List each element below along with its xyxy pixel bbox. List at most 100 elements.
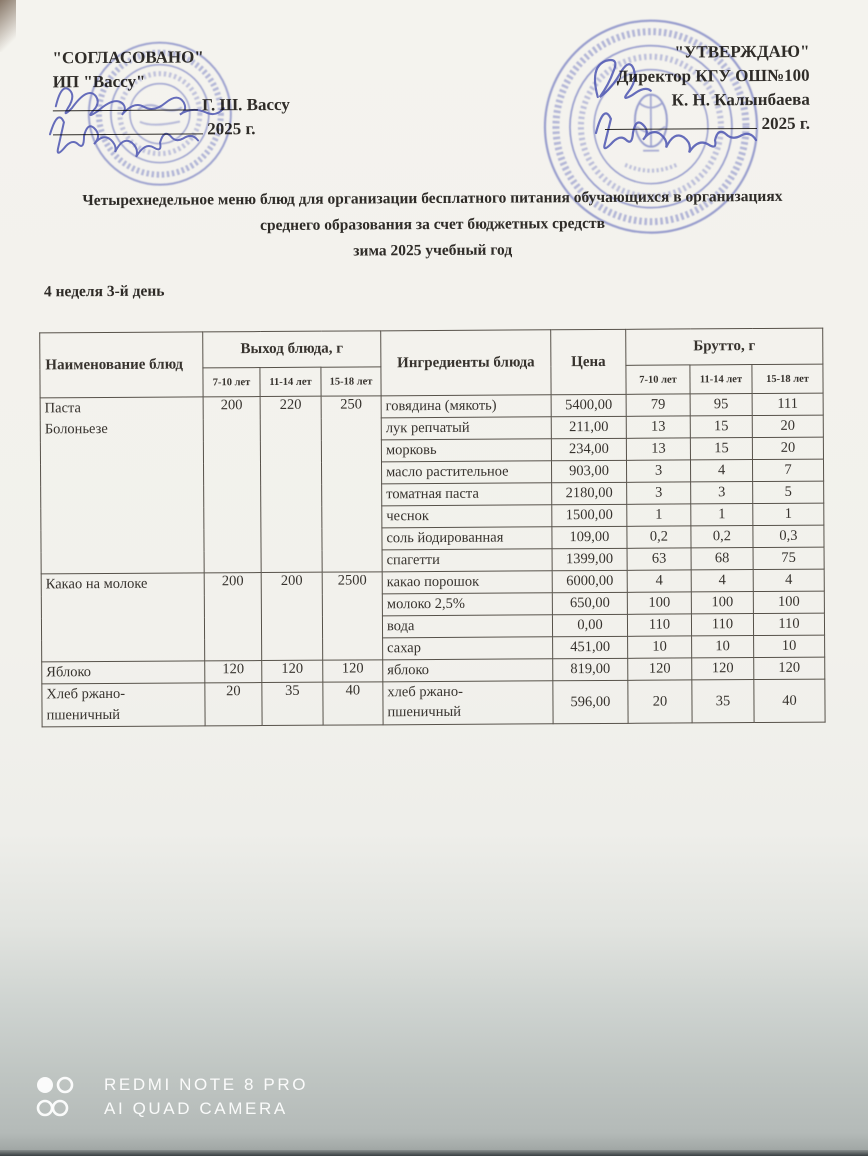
brutto-cell: 15 xyxy=(690,437,753,460)
brutto-cell: 0,2 xyxy=(690,525,754,548)
day-heading: 4 неделя 3-й день xyxy=(43,282,165,301)
brutto-cell: 10 xyxy=(753,635,825,658)
menu-table-body: Паста Болоньезе 200 220 250 говядина (мякоть… xyxy=(40,393,826,727)
age-group-output-2: 11-14 лет xyxy=(259,367,322,397)
dish-output-cell: 200 xyxy=(204,572,262,661)
brutto-cell: 75 xyxy=(753,547,825,570)
quad-camera-icon xyxy=(36,1076,74,1117)
dish-output-cell: 200 xyxy=(261,572,323,661)
approval-right-title: "УТВЕРЖДАЮ" xyxy=(674,41,810,62)
photo-bottom-edge xyxy=(0,1150,868,1156)
dish-name-cell: Паста Болоньезе xyxy=(40,396,205,574)
age-group-brutto-2: 11-14 лет xyxy=(689,364,753,394)
approval-left-org: ИП "Вассу" xyxy=(52,71,146,92)
ingredient-cell: яблоко xyxy=(382,658,553,682)
brutto-cell: 120 xyxy=(691,657,754,680)
price-cell: 596,00 xyxy=(552,680,629,724)
watermark-line-1: REDMI NOTE 8 PRO xyxy=(104,1075,309,1094)
age-group-brutto-3: 15-18 лет xyxy=(751,364,824,394)
col-header-ingredients: Ингредиенты блюда xyxy=(380,329,552,396)
brutto-cell: 0,3 xyxy=(752,525,825,548)
brutto-cell: 20 xyxy=(752,415,824,438)
approval-right-date-line: 2025 г. xyxy=(605,112,810,137)
brutto-cell: 3 xyxy=(626,459,691,483)
brutto-cell: 110 xyxy=(627,613,692,637)
price-cell: 6000,00 xyxy=(552,570,628,593)
approval-left-title: "СОГЛАСОВАНО" xyxy=(52,47,204,68)
brutto-cell: 3 xyxy=(626,481,691,505)
ingredient-cell: морковь xyxy=(381,438,552,462)
price-cell: 451,00 xyxy=(552,636,628,659)
dish-output-cell: 120 xyxy=(204,660,262,683)
dish-output-cell: 120 xyxy=(322,659,383,683)
brutto-cell: 10 xyxy=(691,635,754,658)
price-cell: 5400,00 xyxy=(551,394,627,417)
age-group-brutto-1: 7-10 лет xyxy=(625,364,691,395)
brutto-cell: 40 xyxy=(753,679,826,723)
price-cell: 1500,00 xyxy=(551,504,627,527)
ingredient-cell: томатная паста xyxy=(381,482,552,506)
ingredient-cell: соль йодированная xyxy=(381,526,553,550)
age-group-output-3: 15-18 лет xyxy=(320,366,382,397)
price-cell: 0,00 xyxy=(552,614,628,637)
brutto-cell: 110 xyxy=(753,613,825,636)
ingredient-cell: вода xyxy=(382,614,553,638)
brutto-cell: 20 xyxy=(752,437,824,460)
brutto-cell: 120 xyxy=(627,657,692,681)
brutto-cell: 100 xyxy=(691,591,754,614)
brutto-cell: 0,2 xyxy=(626,525,692,549)
brutto-cell: 5 xyxy=(752,481,824,504)
ingredient-cell: чеснок xyxy=(381,504,552,528)
brutto-cell: 1 xyxy=(752,503,824,526)
dish-output-cell: 120 xyxy=(261,660,323,683)
col-header-price: Цена xyxy=(550,329,627,395)
brutto-cell: 4 xyxy=(690,459,753,482)
price-cell: 903,00 xyxy=(551,460,627,483)
col-header-brutto: Брутто, г xyxy=(625,328,823,366)
dish-output-cell: 2500 xyxy=(322,571,383,661)
col-header-output: Выход блюда, г xyxy=(202,330,381,368)
approval-left-signee: Г. Ш. Вассу xyxy=(202,95,290,115)
dish-output-cell: 35 xyxy=(261,682,324,726)
ingredient-cell: хлеб ржано- пшеничный xyxy=(382,680,554,725)
price-cell: 211,00 xyxy=(551,416,627,439)
ingredient-cell: молоко 2,5% xyxy=(382,592,553,616)
ingredient-cell: лук репчатый xyxy=(381,416,552,440)
signature-line xyxy=(52,94,198,112)
brutto-cell: 7 xyxy=(752,459,824,482)
brutto-cell: 4 xyxy=(627,569,692,593)
price-cell: 650,00 xyxy=(552,592,628,615)
col-header-dish: Наименование блюд xyxy=(39,331,204,398)
dish-output-cell: 220 xyxy=(260,396,323,573)
camera-watermark: REDMI NOTE 8 PRO AI QUAD CAMERA xyxy=(34,1074,308,1120)
brutto-cell: 100 xyxy=(627,591,692,615)
brutto-cell: 4 xyxy=(753,569,825,592)
dish-name-cell: Яблоко xyxy=(41,660,205,684)
brutto-cell: 20 xyxy=(627,679,693,724)
brutto-cell: 63 xyxy=(627,547,692,571)
price-cell: 2180,00 xyxy=(551,482,627,505)
ingredient-cell: масло растительное xyxy=(381,460,552,484)
menu-table: Наименование блюд Выход блюда, г Ингреди… xyxy=(39,327,826,728)
approval-left-year: 2025 г. xyxy=(207,119,256,139)
table-header-row-1: Наименование блюд Выход блюда, г Ингреди… xyxy=(39,328,823,398)
document-title: Четырехнедельное меню блюд для организац… xyxy=(0,183,867,266)
price-cell: 109,00 xyxy=(551,526,628,549)
dish-output-cell: 200 xyxy=(203,396,262,573)
brutto-cell: 111 xyxy=(752,393,824,416)
price-cell: 819,00 xyxy=(552,658,628,681)
date-line xyxy=(52,118,203,136)
brutto-cell: 3 xyxy=(690,481,753,504)
brutto-cell: 100 xyxy=(753,591,825,614)
approval-block-right: "УТВЕРЖДАЮ" Директор КГУ ОШ№100 К. Н. Ка… xyxy=(605,40,810,138)
approval-right-role: Директор КГУ ОШ№100 xyxy=(616,65,810,87)
dish-name-cell: Хлеб ржано- пшеничный xyxy=(41,682,206,727)
brutto-cell: 79 xyxy=(626,393,691,417)
brutto-cell: 13 xyxy=(626,437,691,461)
age-group-output-1: 7-10 лет xyxy=(202,367,261,397)
menu-table-row: Хлеб ржано- пшеничный 20 35 40 хлеб ржано- п… xyxy=(41,679,826,727)
approval-left-signature-line: Г. Ш. Вассу xyxy=(52,93,290,119)
title-line-1: Четырехнедельное меню блюд для организац… xyxy=(82,187,783,210)
title-line-3: зима 2025 учебный год xyxy=(353,241,513,260)
